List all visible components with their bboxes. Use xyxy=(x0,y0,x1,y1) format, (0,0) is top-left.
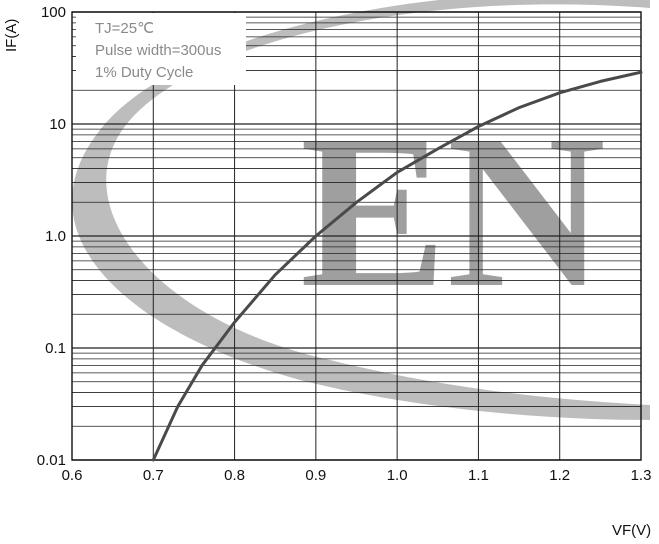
y-tick-label: 10 xyxy=(49,116,66,133)
watermark-logo: EN xyxy=(72,0,650,420)
y-tick-label: 0.01 xyxy=(37,452,66,469)
y-tick-label: 0.1 xyxy=(45,340,66,357)
annotation-box xyxy=(76,13,246,85)
plot-frame xyxy=(71,11,642,461)
y-tick-label: 100 xyxy=(41,4,66,21)
x-tick-label: 1.2 xyxy=(549,467,570,484)
x-tick-label: 0.9 xyxy=(305,467,326,484)
x-tick-label: 0.8 xyxy=(224,467,245,484)
watermark-text: EN xyxy=(300,89,606,333)
grid xyxy=(71,11,642,461)
x-tick-label: 1.1 xyxy=(468,467,489,484)
y-tick-label: 1.0 xyxy=(45,228,66,245)
x-tick-label: 1.3 xyxy=(631,467,652,484)
series-line xyxy=(151,70,643,462)
tick-labels: 0.6 0.7 0.8 0.9 1.0 1.1 1.2 1.3 0.01 0.1 1.0 10 100 xyxy=(37,4,652,484)
y-axis-label: IF(A) xyxy=(3,19,20,52)
annotation-temperature: TJ=25℃ xyxy=(95,20,154,37)
x-axis-label: VF(V) xyxy=(612,522,651,539)
x-tick-label: 0.7 xyxy=(143,467,164,484)
x-tick-label: 0.6 xyxy=(62,467,83,484)
curve-layer xyxy=(151,70,643,462)
annotation-duty-cycle: 1% Duty Cycle xyxy=(95,64,193,81)
x-tick-label: 1.0 xyxy=(387,467,408,484)
annotation-pulse-width: Pulse width=300us xyxy=(95,42,221,59)
